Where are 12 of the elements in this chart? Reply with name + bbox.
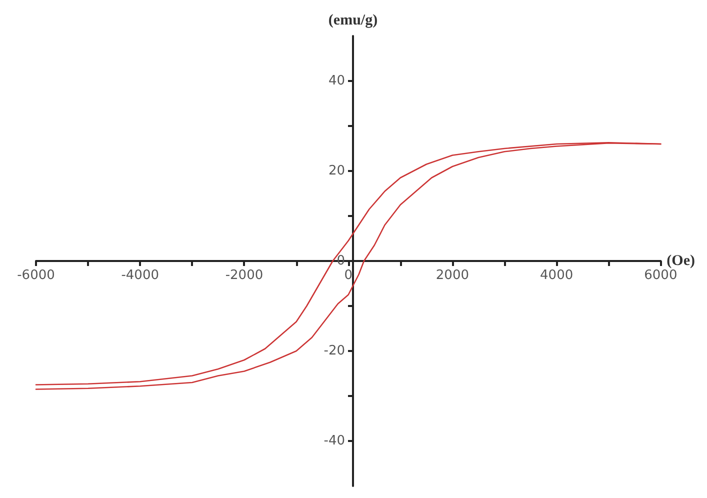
x-tick-label: -6000 — [17, 268, 55, 283]
x-axis-title: (Oe) — [666, 253, 696, 269]
y-tick-label: -40 — [324, 434, 345, 448]
y-tick-label: -20 — [324, 344, 345, 358]
x-tick-label: 4000 — [540, 268, 574, 283]
x-tick-label: -2000 — [225, 268, 264, 283]
x-tick-label: -4000 — [121, 268, 160, 283]
y-tick-label: 20 — [328, 164, 345, 178]
x-tick-label: 6000 — [644, 268, 678, 283]
y-tick-label: 40 — [328, 74, 345, 88]
y-axis-title: (emu/g) — [328, 12, 378, 28]
x-tick-label: 2000 — [436, 268, 470, 283]
